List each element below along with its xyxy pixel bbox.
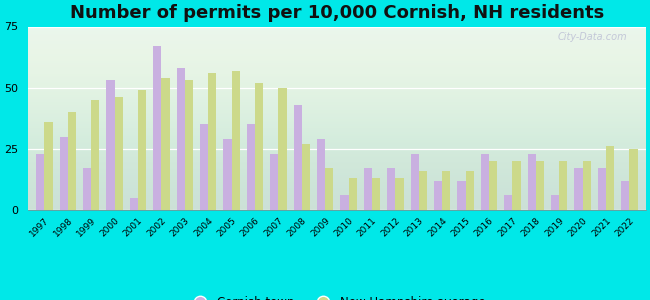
Bar [68,112,76,210]
Text: City-Data.com: City-Data.com [558,32,627,42]
Bar [302,144,310,210]
Bar [60,136,68,210]
Bar [434,181,442,210]
Bar [153,46,161,210]
Bar [419,171,427,210]
Bar [348,178,357,210]
Bar [294,105,302,210]
Bar [138,90,146,210]
Bar [387,168,395,210]
Bar [114,98,123,210]
Bar [536,161,544,210]
Bar [575,168,582,210]
Bar [458,181,465,210]
Bar [224,139,231,210]
Bar [512,161,521,210]
Bar [91,100,99,210]
Bar [364,168,372,210]
Bar [598,168,606,210]
Bar [255,83,263,210]
Bar [278,88,287,210]
Bar [559,161,567,210]
Bar [270,154,278,210]
Bar [442,171,450,210]
Bar [372,178,380,210]
Bar [317,139,325,210]
Bar [83,168,91,210]
Bar [208,73,216,210]
Bar [200,124,208,210]
Bar [185,80,193,210]
Bar [395,178,404,210]
Bar [629,149,638,210]
Bar [107,80,114,210]
Bar [341,195,348,210]
Bar [36,154,44,210]
Bar [161,78,170,210]
Bar [130,198,138,210]
Bar [551,195,559,210]
Bar [621,181,629,210]
Bar [325,168,333,210]
Legend: Cornish town, New Hampshire average: Cornish town, New Hampshire average [183,292,490,300]
Bar [606,146,614,210]
Bar [582,161,591,210]
Bar [465,171,474,210]
Bar [177,68,185,210]
Bar [504,195,512,210]
Bar [247,124,255,210]
Bar [44,122,53,210]
Bar [528,154,536,210]
Bar [481,154,489,210]
Bar [411,154,419,210]
Bar [231,70,240,210]
Bar [489,161,497,210]
Title: Number of permits per 10,000 Cornish, NH residents: Number of permits per 10,000 Cornish, NH… [70,4,604,22]
